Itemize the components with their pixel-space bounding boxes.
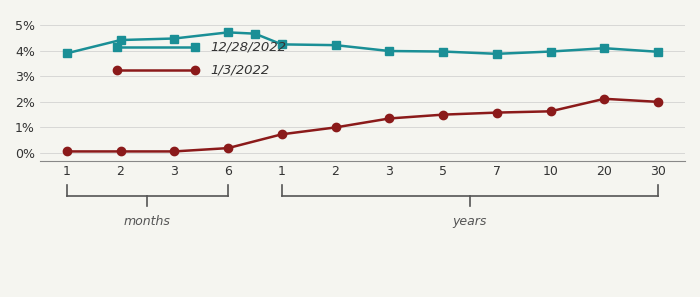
Text: 1/3/2022: 1/3/2022 bbox=[211, 64, 270, 77]
Text: 12/28/2022: 12/28/2022 bbox=[211, 40, 287, 53]
Text: months: months bbox=[124, 214, 171, 228]
Text: years: years bbox=[453, 214, 487, 228]
